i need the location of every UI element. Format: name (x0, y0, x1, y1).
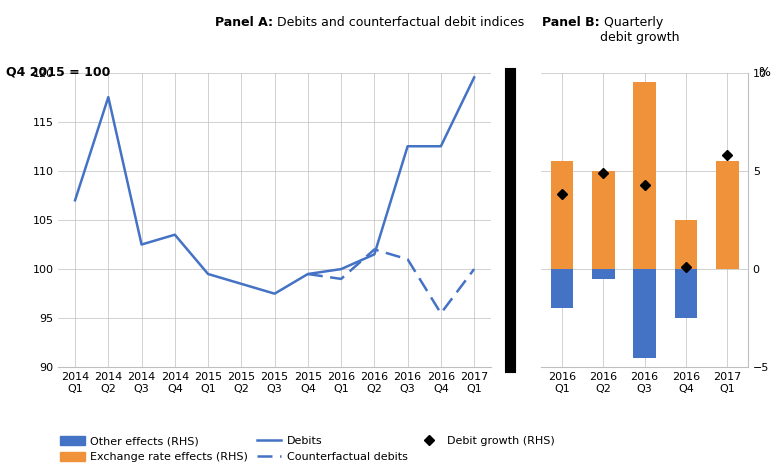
Bar (592, 171, 615, 269)
Text: %: % (758, 66, 770, 79)
Text: Q4 2015 = 100: Q4 2015 = 100 (6, 66, 111, 79)
Bar (633, 269, 656, 358)
Text: Quarterly
debit growth: Quarterly debit growth (600, 16, 679, 44)
Bar (551, 161, 573, 269)
Bar (592, 269, 615, 279)
Text: Panel B:: Panel B: (542, 16, 600, 29)
Text: Panel A:: Panel A: (215, 16, 273, 29)
Bar (675, 220, 697, 269)
Legend: Other effects (RHS), Exchange rate effects (RHS), Debits, Counterfactual debits,: Other effects (RHS), Exchange rate effec… (60, 436, 555, 462)
Text: Debits and counterfactual debit indices: Debits and counterfactual debit indices (273, 16, 524, 29)
Bar (675, 269, 697, 318)
Bar (633, 82, 656, 269)
Bar (716, 161, 738, 269)
Bar (551, 269, 573, 308)
